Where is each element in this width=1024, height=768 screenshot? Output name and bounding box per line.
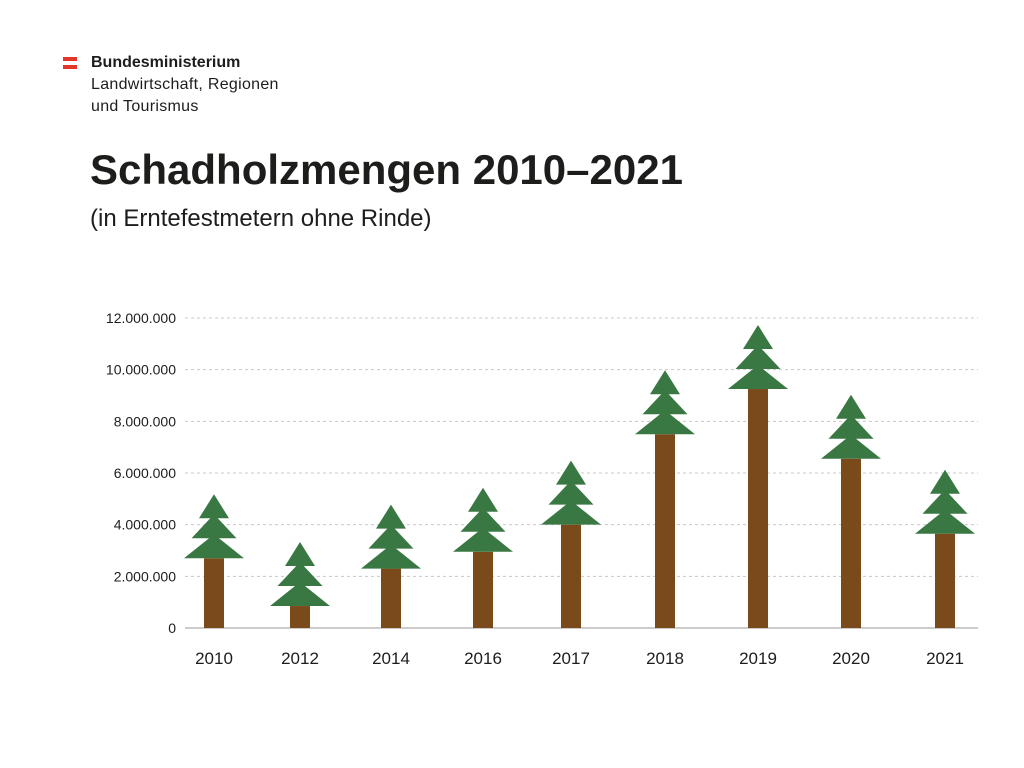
tree-bar (635, 370, 695, 628)
x-tick-label: 2018 (646, 649, 684, 668)
tree-crown-tier (548, 480, 594, 505)
y-tick-label: 8.000.000 (114, 413, 176, 429)
y-tick-label: 2.000.000 (114, 568, 176, 584)
tree-bar (821, 394, 881, 628)
tree-bar (184, 494, 244, 628)
ministry-name-line2: Landwirtschaft, Regionen (91, 76, 279, 93)
ministry-name-line1: Bundesministerium (91, 54, 241, 71)
bar-trunk (841, 458, 861, 628)
tree-crown-tier (453, 527, 513, 552)
y-tick-label: 12.000.000 (106, 310, 176, 326)
tree-crown-tier (821, 434, 881, 459)
tree-crown-tier (642, 390, 688, 415)
bar-trunk (473, 551, 493, 628)
tree-crown-tier (270, 582, 330, 607)
tree-crown-tier (376, 504, 406, 529)
tree-crown-tier (468, 487, 498, 512)
bar-trunk (935, 533, 955, 628)
y-tick-label: 4.000.000 (114, 517, 176, 533)
tree-crown-tier (285, 542, 315, 567)
tree-bar (728, 325, 788, 628)
tree-crown-tier (361, 544, 421, 569)
tree-crown-tier (556, 460, 586, 485)
tree-crown-tier (277, 562, 323, 587)
x-tick-label: 2019 (739, 649, 777, 668)
bar-trunk (561, 524, 581, 628)
x-tick-label: 2020 (832, 649, 870, 668)
tree-crown-tier (184, 534, 244, 559)
bars (184, 325, 975, 628)
tree-bar (453, 487, 513, 628)
x-tick-label: 2014 (372, 649, 410, 668)
y-tick-label: 10.000.000 (106, 362, 176, 378)
chart-title: Schadholzmengen 2010–2021 (90, 146, 683, 193)
bar-trunk (381, 568, 401, 628)
tree-crown-tier (728, 365, 788, 390)
tree-crown-tier (541, 500, 601, 525)
tree-crown-tier (460, 507, 506, 532)
bar-trunk (290, 606, 310, 628)
y-axis-ticks: 0 2.000.000 4.000.000 6.000.000 8.000.000 10.… (106, 310, 176, 636)
x-tick-label: 2012 (281, 649, 319, 668)
tree-crown-tier (735, 345, 781, 370)
tree-bar (361, 504, 421, 628)
tree-crown-tier (922, 489, 968, 514)
x-axis-ticks: 2010 2012 2014 2016 2017 2018 2019 2020 2021 (195, 649, 964, 668)
x-tick-label: 2010 (195, 649, 233, 668)
tree-crown-tier (930, 469, 960, 494)
timber-damage-chart: 0 2.000.000 4.000.000 6.000.000 8.000.000 10.… (106, 310, 978, 668)
tree-crown-tier (828, 414, 874, 439)
tree-crown-tier (199, 494, 229, 519)
tree-crown-tier (191, 514, 237, 539)
tree-crown-tier (635, 410, 695, 435)
bar-trunk (204, 558, 224, 628)
tree-crown-tier (368, 524, 414, 549)
bar-trunk (655, 434, 675, 628)
tree-crown-tier (650, 370, 680, 395)
chart-subtitle: (in Erntefestmetern ohne Rinde) (90, 205, 432, 232)
x-tick-label: 2016 (464, 649, 502, 668)
tree-crown-tier (743, 325, 773, 350)
tree-bar (541, 460, 601, 628)
x-tick-label: 2017 (552, 649, 590, 668)
ministry-name-line3: und Tourismus (91, 98, 199, 115)
y-tick-label: 6.000.000 (114, 465, 176, 481)
x-tick-label: 2021 (926, 649, 964, 668)
austrian-flag-icon (63, 57, 77, 69)
tree-crown-tier (836, 394, 866, 419)
y-tick-label: 0 (168, 620, 176, 636)
tree-crown-tier (915, 509, 975, 534)
bar-trunk (748, 389, 768, 628)
tree-bar (915, 469, 975, 628)
tree-bar (270, 542, 330, 628)
